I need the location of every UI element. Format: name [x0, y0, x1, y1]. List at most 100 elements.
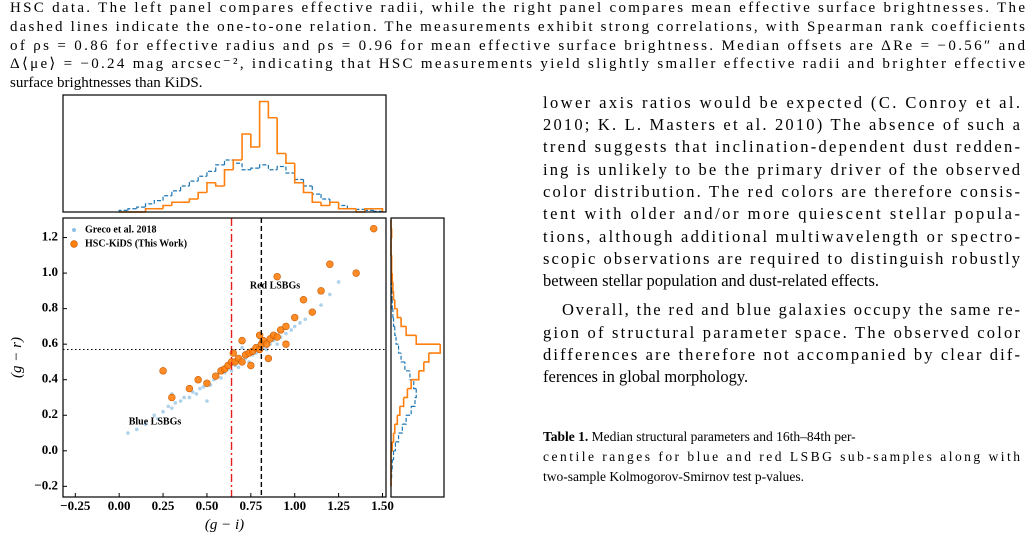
- histogram-bin: [320, 194, 330, 200]
- histogram-bin: [396, 308, 402, 319]
- histogram-bin: [391, 299, 393, 310]
- scatter-point: [317, 287, 325, 295]
- histogram-bin: [294, 173, 304, 181]
- histogram-bin: [127, 208, 137, 211]
- scatter-point: [155, 417, 160, 421]
- body-line: trend suggests that inclination-dependen…: [543, 137, 1020, 156]
- scatter-point: [336, 280, 341, 284]
- body-line: 2010; K. L. Masters et al. 2010) The abs…: [543, 115, 1021, 134]
- histogram-bin: [406, 406, 412, 416]
- histogram-bin: [311, 186, 322, 195]
- histogram-bin: [214, 182, 225, 187]
- scatter-point: [292, 324, 297, 329]
- histogram-bin: [197, 191, 207, 199]
- scatter-point: [276, 326, 285, 334]
- y-tick-label: 0.4: [42, 371, 59, 386]
- scatter-point: [198, 386, 202, 391]
- scatter-point: [205, 399, 209, 403]
- x-tick-label: 1.25: [327, 498, 350, 513]
- histogram-bin: [391, 459, 393, 470]
- scatter-point: [308, 308, 316, 316]
- histogram-bin: [404, 361, 410, 372]
- scatter-point: [182, 395, 186, 400]
- y-tick-label: 1.2: [42, 229, 58, 244]
- scatter-point: [126, 431, 130, 435]
- histogram-bin: [153, 200, 164, 204]
- scatter-point: [264, 347, 269, 352]
- histogram-bin: [259, 164, 269, 169]
- x-tick-label: 0.25: [152, 498, 175, 513]
- histogram-bin: [391, 273, 394, 283]
- scatter-point: [229, 369, 234, 373]
- table-caption-line: two-sample Kolmogorov-Smirnov test p-val…: [543, 469, 804, 484]
- x-tick-label: 1.00: [283, 498, 306, 513]
- histogram-bin: [258, 100, 269, 147]
- scatter-point: [178, 399, 183, 403]
- histogram-bin: [395, 433, 400, 443]
- y-tick-label: 0.8: [42, 300, 59, 315]
- scatter-point: [161, 409, 165, 414]
- scatter-point: [166, 404, 171, 409]
- axes-frame: [62, 94, 387, 213]
- histogram-bin: [392, 317, 395, 328]
- histogram-bin: [400, 353, 405, 363]
- histogram-bin: [392, 450, 395, 461]
- y-tick-label: 0.2: [42, 406, 58, 421]
- scatter-point: [201, 385, 206, 389]
- body-line: Overall, the red and blue galaxies occup…: [562, 300, 1020, 319]
- scatter-point: [247, 361, 255, 370]
- histogram-bin: [338, 202, 348, 207]
- histogram-bin: [223, 168, 234, 186]
- histogram-bin: [285, 166, 295, 174]
- scatter-point: [173, 401, 178, 405]
- histogram-bin: [393, 441, 397, 452]
- histogram-bin: [144, 203, 155, 208]
- body-line: ing is unlikely to be the primary driver…: [543, 160, 1021, 179]
- histogram-bin: [171, 201, 181, 206]
- histogram-bin: [364, 207, 374, 212]
- histogram-bin: [400, 317, 407, 328]
- scatter-point: [284, 331, 288, 336]
- scatter-point: [319, 303, 323, 307]
- histogram-bin: [411, 397, 416, 407]
- histogram-bin: [223, 159, 234, 165]
- scatter-point: [275, 342, 279, 346]
- x-axis-label: (g − i): [205, 517, 244, 533]
- histogram-bin: [215, 164, 225, 172]
- scatter-point: [352, 269, 360, 277]
- y-tick-label: −0.2: [34, 477, 58, 492]
- histogram-bin: [250, 134, 260, 148]
- x-tick-label: 0.50: [196, 498, 219, 513]
- histogram-bin: [267, 164, 278, 171]
- table-caption-line: Table 1. Median structural parameters an…: [543, 429, 856, 444]
- scatter-point: [152, 413, 157, 418]
- histogram-bin: [394, 326, 397, 336]
- histogram-bin: [392, 308, 394, 319]
- body-line: gion of structural parameter space. The …: [543, 323, 1020, 342]
- scatter-point: [238, 358, 246, 366]
- axes-frame: [62, 217, 387, 498]
- scatter-point: [159, 367, 167, 375]
- scatter-point: [299, 296, 308, 304]
- histogram-bin: [397, 406, 401, 417]
- scatter-point: [219, 376, 223, 380]
- histogram-bin: [405, 326, 417, 337]
- scatter-point: [298, 321, 302, 325]
- histogram-bin: [206, 181, 216, 193]
- scatter-point: [262, 340, 271, 348]
- histogram-bin: [206, 170, 216, 177]
- scatter-point: [191, 390, 195, 394]
- histogram-bin: [320, 202, 330, 207]
- histogram-bin: [188, 180, 199, 186]
- scatter-point: [303, 317, 308, 322]
- caption-line: dashed lines indicate the one-to-one rel…: [10, 19, 1025, 35]
- x-tick-label: 1.50: [371, 498, 394, 513]
- scatter-point: [291, 313, 299, 322]
- table-caption: Table 1. Median structural parameters an…: [543, 429, 1020, 484]
- histogram-bin: [399, 397, 405, 408]
- histogram-bin: [395, 335, 399, 345]
- histogram-bin: [241, 163, 251, 171]
- scatter-point: [289, 328, 294, 332]
- scatter-point: [194, 376, 202, 384]
- scatter-point: [203, 379, 211, 387]
